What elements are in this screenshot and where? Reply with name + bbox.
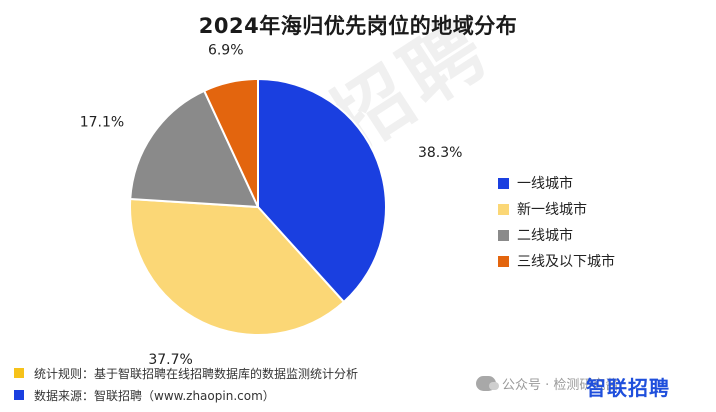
pie-slice [202,77,259,208]
source-text: 数据来源：智联招聘（www.zhaopin.com） [34,388,275,403]
legend-swatch [498,177,509,189]
brand-logo: 智联招聘 [586,376,670,400]
pie-slice-label: 38.3% [418,145,462,161]
source-swatch [14,390,24,400]
legend-label: 三线及以下城市 [517,254,615,270]
footer-rule: 统计规则：基于智联招聘在线招聘数据库的数据监测统计分析 [14,362,358,384]
legend-item-tier2: 二线城市 [498,222,615,248]
wechat-icon [476,376,499,391]
chart-title: 2024年海归优先岗位的地域分布 [198,14,518,38]
legend-label: 新一线城市 [517,202,587,218]
legend-label: 一线城市 [517,176,573,192]
legend-swatch [498,229,509,241]
pie-slice [129,89,260,209]
wechat-tag: 公众号 · 检测研究酱 [476,374,618,393]
pie-slice-label: 17.1% [80,114,124,130]
legend-item-new-tier1: 新一线城市 [498,196,615,222]
legend-swatch [498,203,509,215]
chart-legend: 一线城市 新一线城市 二线城市 三线及以下城市 [498,170,615,274]
wechat-text: 公众号 · 检测研究酱 [502,378,619,393]
footer-notes: 统计规则：基于智联招聘在线招聘数据库的数据监测统计分析 数据来源：智联招聘（ww… [14,362,358,406]
footer-source: 数据来源：智联招聘（www.zhaopin.com） [14,384,358,406]
pie-slice-label: 37.7% [148,352,192,368]
legend-item-tier3-below: 三线及以下城市 [498,248,615,274]
rule-swatch [14,368,24,378]
legend-item-tier1: 一线城市 [498,170,615,196]
pie-slice-label: 6.9% [208,43,244,59]
rule-text: 统计规则：基于智联招聘在线招聘数据库的数据监测统计分析 [34,366,359,381]
pie-slice [257,77,387,304]
pie-slice [129,197,346,336]
legend-label: 二线城市 [517,228,573,244]
legend-swatch [498,255,509,267]
